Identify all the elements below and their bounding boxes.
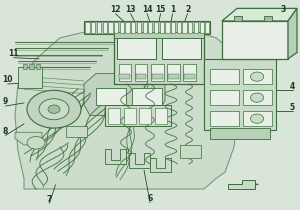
- Bar: [139, 108, 151, 124]
- Bar: [124, 108, 136, 124]
- Bar: [188, 22, 192, 33]
- Bar: [182, 22, 187, 33]
- Bar: [177, 22, 181, 33]
- Bar: [97, 22, 101, 33]
- Bar: [155, 108, 167, 124]
- Text: 2: 2: [185, 5, 190, 14]
- Bar: [204, 59, 276, 130]
- Bar: [243, 69, 272, 84]
- Text: 14: 14: [142, 5, 152, 14]
- Bar: [96, 88, 126, 105]
- Bar: [84, 21, 210, 34]
- Bar: [125, 22, 130, 33]
- Polygon shape: [129, 153, 150, 168]
- Bar: [120, 22, 124, 33]
- Bar: [243, 111, 272, 126]
- Bar: [131, 22, 135, 33]
- Text: 6: 6: [147, 194, 153, 203]
- Text: 4: 4: [290, 82, 295, 91]
- Polygon shape: [288, 8, 297, 59]
- Bar: [117, 38, 156, 59]
- Bar: [183, 64, 196, 81]
- Polygon shape: [84, 74, 165, 116]
- Bar: [243, 90, 272, 105]
- Bar: [114, 34, 204, 84]
- Bar: [210, 128, 270, 139]
- Bar: [136, 74, 146, 79]
- Bar: [168, 74, 179, 79]
- Text: 13: 13: [125, 5, 136, 14]
- Polygon shape: [105, 149, 126, 164]
- Bar: [154, 22, 158, 33]
- Bar: [171, 22, 175, 33]
- Bar: [18, 67, 42, 88]
- Bar: [22, 64, 27, 69]
- Bar: [200, 22, 204, 33]
- Text: 11: 11: [8, 49, 19, 58]
- Bar: [85, 22, 90, 33]
- Text: 7: 7: [47, 195, 52, 203]
- Polygon shape: [15, 27, 240, 189]
- Bar: [151, 64, 164, 81]
- Polygon shape: [222, 8, 297, 21]
- Bar: [108, 108, 120, 124]
- Bar: [184, 74, 195, 79]
- Bar: [165, 22, 169, 33]
- Bar: [160, 22, 164, 33]
- Polygon shape: [228, 180, 255, 189]
- Bar: [66, 126, 87, 136]
- Polygon shape: [15, 132, 42, 145]
- Bar: [210, 90, 239, 105]
- Bar: [264, 16, 272, 21]
- Bar: [91, 22, 95, 33]
- Bar: [36, 64, 40, 69]
- Circle shape: [27, 136, 45, 149]
- Bar: [118, 64, 131, 81]
- Text: 10: 10: [2, 75, 13, 84]
- Bar: [142, 22, 147, 33]
- Bar: [114, 32, 204, 38]
- Text: 1: 1: [170, 5, 175, 14]
- Circle shape: [250, 72, 264, 81]
- Bar: [29, 64, 34, 69]
- Bar: [105, 105, 171, 126]
- Text: 3: 3: [281, 5, 286, 14]
- Bar: [234, 16, 242, 21]
- Circle shape: [27, 90, 81, 128]
- Circle shape: [250, 114, 264, 123]
- Bar: [180, 145, 201, 158]
- Bar: [205, 22, 209, 33]
- Bar: [162, 38, 201, 59]
- Bar: [210, 69, 239, 84]
- Text: 5: 5: [290, 103, 295, 112]
- Circle shape: [39, 99, 69, 120]
- Bar: [222, 21, 288, 59]
- Bar: [132, 88, 162, 105]
- Text: 12: 12: [110, 5, 121, 14]
- Circle shape: [250, 93, 264, 102]
- Bar: [167, 64, 180, 81]
- Bar: [103, 22, 107, 33]
- Bar: [210, 111, 239, 126]
- Circle shape: [48, 105, 60, 113]
- Polygon shape: [150, 158, 171, 172]
- Bar: [194, 22, 198, 33]
- Bar: [135, 64, 147, 81]
- Bar: [114, 22, 118, 33]
- Text: 15: 15: [155, 5, 166, 14]
- Bar: [119, 74, 130, 79]
- Text: 8: 8: [3, 127, 8, 136]
- Bar: [152, 74, 163, 79]
- Text: 9: 9: [3, 97, 8, 106]
- Bar: [137, 22, 141, 33]
- Bar: [148, 22, 152, 33]
- Bar: [108, 22, 112, 33]
